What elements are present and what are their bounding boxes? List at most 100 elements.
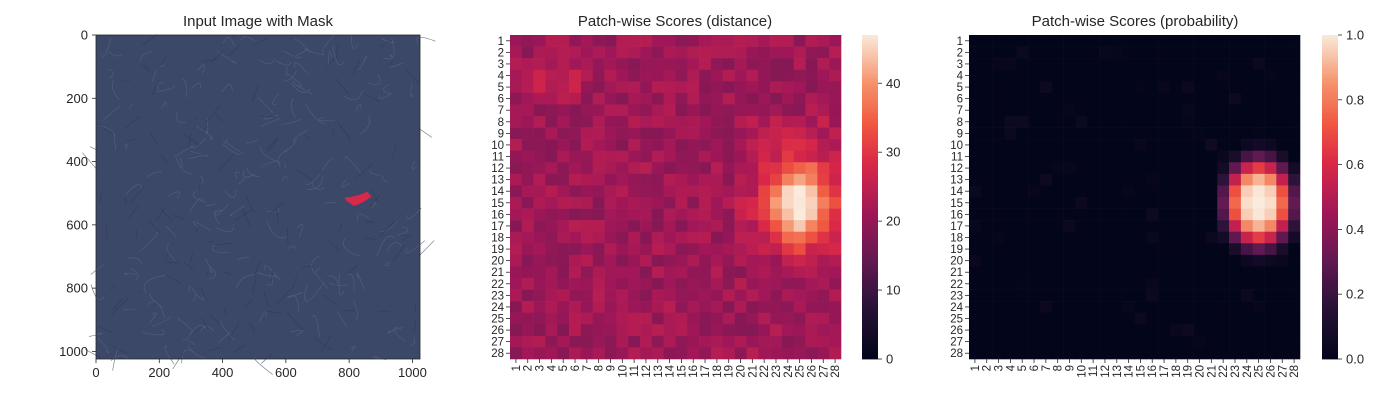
distance-cell [770, 46, 783, 59]
probability-cell [1075, 185, 1088, 198]
probability-cell [1016, 81, 1029, 94]
colorbar-segment [1322, 245, 1338, 249]
distance-cell [592, 312, 605, 325]
distance-cell [557, 58, 570, 71]
distance-cell [628, 289, 641, 302]
distance-cell [829, 301, 842, 314]
probability-cell [1110, 58, 1123, 71]
probability-cell [1240, 116, 1254, 128]
distance-cell [510, 254, 523, 267]
probability-cell [1146, 150, 1159, 163]
distance-cell [663, 116, 676, 128]
distance-cell [510, 35, 523, 47]
colorbar-segment [1322, 43, 1338, 47]
distance-cell [817, 69, 830, 82]
distance-cell [710, 324, 724, 337]
distance-cell [521, 243, 534, 256]
probability-cell [1205, 301, 1218, 314]
probability-cell [1217, 312, 1230, 325]
texture-line [149, 293, 164, 309]
row-label: 16 [950, 209, 963, 221]
probability-cell [1004, 58, 1017, 71]
distance-cell [687, 116, 700, 128]
distance-cell [533, 254, 546, 267]
probability-cell [1217, 301, 1230, 314]
distance-cell [770, 220, 783, 233]
probability-cell [1205, 254, 1218, 267]
probability-cell [1028, 347, 1041, 360]
probability-cell [1169, 173, 1183, 186]
distance-cell [533, 127, 546, 140]
distance-cell [781, 197, 795, 209]
probability-cell [1016, 69, 1029, 82]
probability-cell [1134, 335, 1147, 348]
distance-cell [675, 312, 688, 325]
distance-cell [781, 220, 795, 233]
distance-cell [829, 335, 842, 348]
distance-cell [817, 150, 830, 163]
probability-cell [1063, 150, 1076, 163]
probability-cell [992, 347, 1005, 360]
colorbar-segment [1322, 286, 1338, 290]
probability-cell [1169, 312, 1183, 325]
texture-line [216, 223, 234, 233]
distance-cell [604, 289, 617, 302]
probability-cell [1110, 266, 1123, 279]
probability-cell [1252, 301, 1265, 314]
probability-cell [1181, 335, 1194, 348]
input-image [82, 34, 436, 375]
texture-line [286, 311, 304, 331]
texture-line [160, 154, 169, 164]
panel-probability-heatmap: Patch-wise Scores (probability) 12345678… [950, 13, 1364, 378]
colorbar-segment [862, 53, 878, 57]
probability-cell [1004, 289, 1017, 302]
distance-cell [521, 162, 534, 175]
probability-cell [1276, 208, 1289, 221]
probability-cell [1169, 139, 1183, 152]
probability-cell [1099, 81, 1112, 94]
texture-line [193, 190, 207, 203]
distance-cell [758, 347, 771, 360]
col-label: 21 [747, 365, 759, 378]
distance-cell [734, 104, 747, 117]
distance-cell [675, 69, 688, 82]
texture-line [205, 118, 209, 135]
probability-cell [1099, 335, 1112, 348]
texture-line [113, 298, 124, 310]
probability-cell [1146, 335, 1159, 348]
texture-line [209, 314, 220, 324]
texture-line [324, 294, 338, 307]
probability-cell [1276, 116, 1289, 128]
x-tick-label: 600 [275, 365, 297, 380]
probability-cell [1110, 254, 1123, 267]
probability-cell [1217, 220, 1230, 233]
probability-cell [1122, 162, 1135, 175]
texture-line [187, 324, 206, 339]
texture-line [195, 227, 198, 234]
probability-cell [1276, 127, 1289, 140]
probability-cell [1051, 104, 1064, 117]
distance-cell [592, 185, 605, 198]
probability-cell [1039, 127, 1053, 140]
distance-cell [746, 324, 759, 337]
texture-line [315, 268, 329, 289]
colorbar-segment [862, 132, 878, 136]
distance-cell [758, 46, 771, 59]
distance-cell [746, 197, 759, 209]
colorbar-segment [862, 353, 878, 357]
texture-line [188, 285, 190, 292]
distance-cell [781, 185, 795, 198]
distance-cell [663, 335, 676, 348]
distance-cell [510, 347, 523, 360]
distance-cell [592, 69, 605, 82]
probability-cell [1110, 46, 1123, 59]
probability-cell [1039, 324, 1053, 337]
probability-cell [1229, 92, 1242, 105]
probability-cell [1087, 278, 1100, 290]
probability-cell [1075, 312, 1088, 325]
x-tick-label: 0 [92, 365, 99, 380]
distance-cell [805, 185, 818, 198]
distance-cell [569, 289, 582, 302]
distance-cell [675, 92, 688, 105]
probability-cell [1051, 289, 1064, 302]
